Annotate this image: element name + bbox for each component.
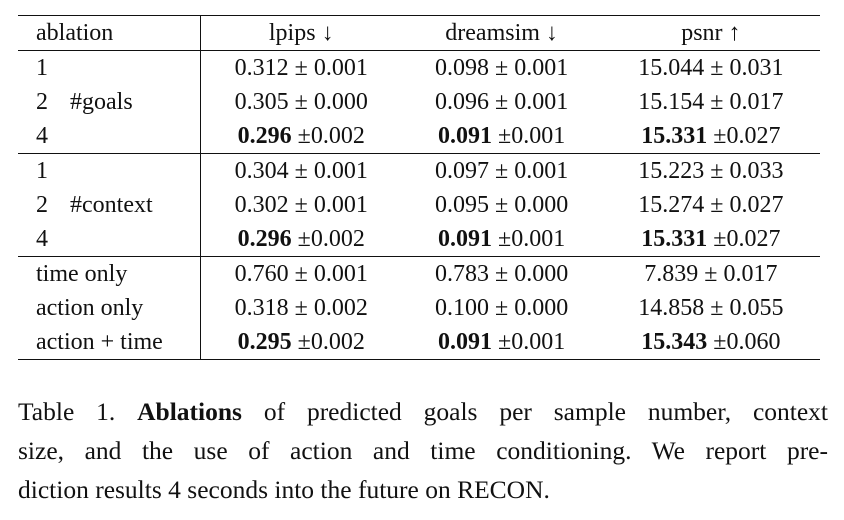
header-cell: psnr ↑ <box>681 20 741 46</box>
caption-line: size, and the use of action and time con… <box>18 436 828 465</box>
best-value: 0.296 <box>237 226 292 252</box>
value-cell: 14.858 ± 0.055 <box>638 295 784 321</box>
value-cell: 0.783 ± 0.000 <box>435 261 569 287</box>
row-label: 4 <box>36 123 48 149</box>
value-cell: 0.296 ±0.002 <box>201 119 402 154</box>
value-cell: 0.760 ± 0.001 <box>234 261 368 287</box>
best-value: 0.091 <box>438 329 493 355</box>
row-label: action + time <box>36 329 163 355</box>
caption-label: Table 1. <box>18 397 116 426</box>
group-name: #context <box>70 192 153 218</box>
value-cell: 7.839 ± 0.017 <box>644 261 778 287</box>
value-cell: 0.304 ± 0.001 <box>234 158 368 184</box>
row-label: 1 <box>36 158 48 184</box>
row-label: time only <box>36 261 128 287</box>
header-cell: ablation <box>18 15 201 51</box>
std-value: ±0.002 <box>297 329 365 355</box>
caption-line: diction results 4 seconds into the futur… <box>18 475 550 504</box>
std-value: ±0.027 <box>713 226 781 252</box>
value-cell: 0.098 ± 0.001 <box>435 55 569 81</box>
row-label-cell: 2 #goals <box>18 85 201 119</box>
caption-line: Table 1. Ablations of predicted goals pe… <box>18 392 828 431</box>
value-cell: 0.091 ±0.001 <box>401 222 601 257</box>
value-cell: 15.331 ±0.027 <box>602 222 820 257</box>
caption: Table 1. Ablations of predicted goals pe… <box>18 392 828 509</box>
table-row: 4 0.296 ±0.002 0.091 ±0.001 15.331 ±0.027 <box>18 119 820 154</box>
std-value: ±0.001 <box>498 226 566 252</box>
caption-text: of predicted goals per sample number, co… <box>263 397 828 426</box>
value-cell: 0.096 ± 0.001 <box>435 89 569 115</box>
row-label: 2 <box>36 192 48 218</box>
row-label: 2 <box>36 89 48 115</box>
std-value: ±0.001 <box>498 329 566 355</box>
value-cell: 0.095 ± 0.000 <box>435 192 569 218</box>
row-label-cell: action only <box>18 291 201 325</box>
value-cell: 15.154 ± 0.017 <box>638 89 784 115</box>
std-value: ±0.027 <box>713 123 781 149</box>
row-label-cell: 1 <box>18 153 201 188</box>
caption-bold: Ablations <box>137 397 242 426</box>
value-cell: 15.223 ± 0.033 <box>638 158 784 184</box>
best-value: 0.295 <box>237 329 292 355</box>
std-value: ±0.002 <box>297 123 365 149</box>
std-value: ±0.060 <box>713 329 781 355</box>
best-value: 15.331 <box>641 226 708 252</box>
group-name: #goals <box>70 89 133 115</box>
table-row: action only 0.318 ± 0.002 0.100 ± 0.000 14.… <box>18 291 820 325</box>
std-value: ±0.002 <box>297 226 365 252</box>
row-group: 1 0.312 ± 0.001 0.098 ± 0.001 15.044 ± 0.03… <box>18 50 820 154</box>
best-value: 0.091 <box>438 226 493 252</box>
value-cell: 0.312 ± 0.001 <box>234 55 368 81</box>
row-label-cell: time only <box>18 256 201 291</box>
value-cell: 0.305 ± 0.000 <box>234 89 368 115</box>
table-row: time only 0.760 ± 0.001 0.783 ± 0.000 7.839… <box>18 256 820 291</box>
row-label-cell: 2 #context <box>18 188 201 222</box>
row-group: 1 0.304 ± 0.001 0.097 ± 0.001 15.223 ± 0.03… <box>18 153 820 257</box>
value-cell: 0.302 ± 0.001 <box>234 192 368 218</box>
row-label-cell: 1 <box>18 50 201 85</box>
value-cell: 0.295 ±0.002 <box>201 325 402 360</box>
table-row: 4 0.296 ±0.002 0.091 ±0.001 15.331 ±0.027 <box>18 222 820 257</box>
value-cell: 0.091 ±0.001 <box>401 325 601 360</box>
header-row: ablation lpips ↓ dreamsim ↓ psnr ↑ <box>18 15 820 51</box>
best-value: 0.091 <box>438 123 493 149</box>
table-row: action + time 0.295 ±0.002 0.091 ±0.001 15.… <box>18 325 820 360</box>
std-value: ±0.001 <box>498 123 566 149</box>
value-cell: 0.100 ± 0.000 <box>435 295 569 321</box>
value-cell: 0.318 ± 0.002 <box>234 295 368 321</box>
row-label: 1 <box>36 55 48 81</box>
value-cell: 15.044 ± 0.031 <box>638 55 784 81</box>
header-cell: lpips ↓ <box>268 20 334 46</box>
row-label: 4 <box>36 226 48 252</box>
value-cell: 15.331 ±0.027 <box>602 119 820 154</box>
best-value: 15.331 <box>641 123 708 149</box>
best-value: 15.343 <box>641 329 708 355</box>
row-label-cell: 4 <box>18 119 201 154</box>
table-row: 1 0.304 ± 0.001 0.097 ± 0.001 15.223 ± 0.03… <box>18 153 820 188</box>
value-cell: 0.097 ± 0.001 <box>435 158 569 184</box>
header-cell: dreamsim ↓ <box>445 20 558 46</box>
value-cell: 0.091 ±0.001 <box>401 119 601 154</box>
best-value: 0.296 <box>237 123 292 149</box>
value-cell: 0.296 ±0.002 <box>201 222 402 257</box>
table-row: 1 0.312 ± 0.001 0.098 ± 0.001 15.044 ± 0.03… <box>18 50 820 85</box>
value-cell: 15.274 ± 0.027 <box>638 192 784 218</box>
row-group: time only 0.760 ± 0.001 0.783 ± 0.000 7.839… <box>18 256 820 360</box>
ablation-table: ablation lpips ↓ dreamsim ↓ psnr ↑ 1 0.31… <box>18 15 820 360</box>
table-row: 2 #context 0.302 ± 0.001 0.095 ± 0.000 15.27… <box>18 188 820 222</box>
row-label-cell: action + time <box>18 325 201 360</box>
row-label-cell: 4 <box>18 222 201 257</box>
table-row: 2 #goals 0.305 ± 0.000 0.096 ± 0.001 15.154 … <box>18 85 820 119</box>
value-cell: 15.343 ±0.060 <box>602 325 820 360</box>
row-label: action only <box>36 295 144 321</box>
